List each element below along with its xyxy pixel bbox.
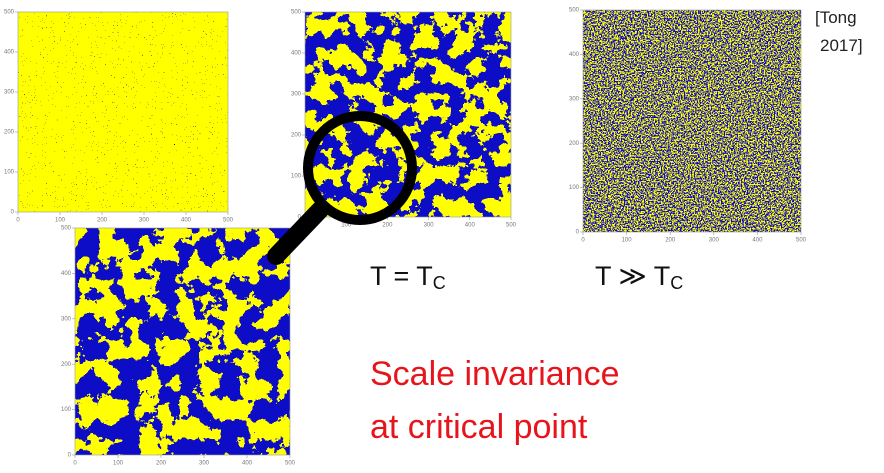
citation: [Tong [815,8,857,27]
lattice-spins [583,10,801,232]
y-tick-label: 300 [291,92,302,98]
y-tick-label: 400 [569,52,580,58]
y-tick-label: 500 [569,8,580,14]
lattice-spins [18,12,228,212]
x-tick-label: 400 [752,238,763,244]
x-tick-label: 200 [665,238,676,244]
x-tick-label: 200 [97,218,108,224]
y-tick-label: 300 [61,316,72,322]
y-tick-label: 0 [11,210,15,216]
y-tick-label: 200 [61,362,72,368]
x-tick-label: 500 [223,218,234,224]
lattice-spins [75,228,290,455]
y-tick-label: 100 [61,407,72,413]
citation: 2017] [820,36,863,55]
y-tick-label: 100 [291,174,302,180]
x-tick-label: 400 [242,461,253,467]
y-tick-label: 0 [298,215,302,221]
x-tick-label: 400 [181,218,192,224]
y-tick-label: 100 [569,185,580,191]
x-tick-label: 300 [199,461,210,467]
magnifier [267,111,417,265]
x-tick-label: 100 [622,238,633,244]
y-tick-label: 500 [61,226,72,232]
plot-frame [304,11,512,218]
x-tick-label: 500 [796,238,807,244]
x-tick-label: 300 [139,218,150,224]
label-critical: T = TC [370,261,446,293]
caption: Scale invariance [370,355,619,393]
plot-frame [74,227,291,456]
y-tick-label: 300 [4,90,15,96]
y-tick-label: 400 [4,50,15,56]
y-tick-label: 500 [4,10,15,16]
x-tick-label: 100 [55,218,66,224]
x-tick-label: 200 [382,223,393,229]
y-tick-label: 0 [68,453,72,459]
x-tick-label: 0 [581,238,585,244]
caption: at critical point [370,408,588,446]
y-tick-label: 200 [291,133,302,139]
y-tick-label: 100 [4,170,15,176]
x-tick-label: 0 [73,461,77,467]
y-tick-label: 0 [576,230,580,236]
x-tick-label: 0 [16,218,20,224]
x-tick-label: 400 [465,223,476,229]
y-tick-label: 200 [569,141,580,147]
y-tick-label: 400 [291,51,302,57]
label-hot: T ≫ TC [595,261,683,293]
x-tick-label: 300 [709,238,720,244]
y-tick-label: 500 [291,10,302,16]
plot-frame [582,9,802,233]
x-tick-label: 300 [424,223,435,229]
x-tick-label: 200 [156,461,167,467]
x-tick-label: 100 [113,461,124,467]
x-tick-label: 100 [341,223,352,229]
y-tick-label: 400 [61,271,72,277]
y-tick-label: 200 [4,130,15,136]
x-tick-label: 500 [506,223,517,229]
plot-frame [17,11,229,213]
panels: 0 100 200 300 400 500 0 100 200 300 400 500 0 100 200 3… [4,8,807,467]
y-tick-label: 300 [569,96,580,102]
x-tick-label: 500 [285,461,296,467]
